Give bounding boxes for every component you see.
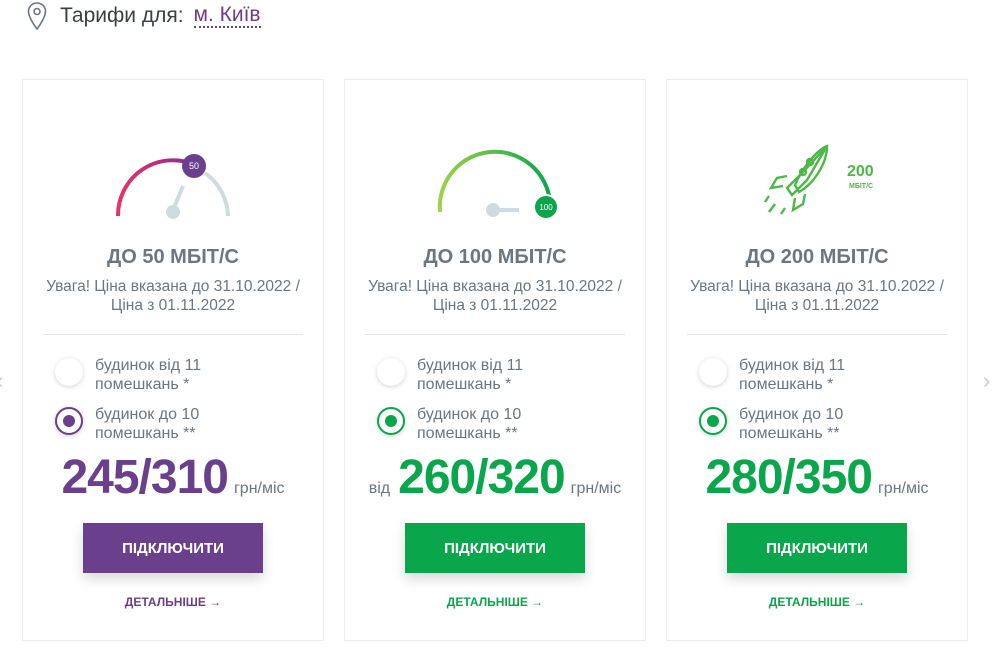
speedometer-100-icon: 100 <box>437 149 559 220</box>
plan-title: ДО 50 МБІТ/С <box>107 246 239 268</box>
price: 245/310 грн/міс <box>23 450 323 505</box>
divider <box>687 334 947 335</box>
price-from: від <box>368 480 391 497</box>
plan-icon: 100 <box>345 140 645 230</box>
prev-arrow[interactable]: ‹ <box>0 368 3 394</box>
radio-label: будинок від 11 помешкань * <box>739 357 846 393</box>
connect-button[interactable]: ПІДКЛЮЧИТИ <box>83 523 263 573</box>
radio-button[interactable] <box>55 407 83 435</box>
city-link[interactable]: м. Київ <box>193 3 261 28</box>
details-link[interactable]: ДЕТАЛЬНІШЕ → <box>124 595 222 609</box>
building-type-radio[interactable]: будинок до 10 помешкань ** <box>55 405 225 443</box>
svg-text:100: 100 <box>539 203 553 212</box>
building-type-radio[interactable]: будинок до 10 помешкань ** <box>377 405 547 443</box>
radio-label: будинок від 11 помешкань * <box>95 357 202 393</box>
price-note: Увага! Ціна вказана до 31.10.2022 / Ціна… <box>46 278 300 314</box>
radio-button[interactable] <box>699 358 727 386</box>
details-link[interactable]: ДЕТАЛЬНІШЕ → <box>768 595 866 609</box>
radio-label: будинок до 10 помешкань ** <box>95 406 200 442</box>
details-link[interactable]: ДЕТАЛЬНІШЕ → <box>446 595 544 609</box>
plan-icon: 50 <box>23 140 323 230</box>
connect-button[interactable]: ПІДКЛЮЧИТИ <box>405 523 585 573</box>
divider <box>365 334 625 335</box>
plan-icon: 200 МБІТ/С <box>667 140 967 230</box>
price-note: Увага! Ціна вказана до 31.10.2022 / Ціна… <box>368 278 622 314</box>
location-label: Тарифи для: <box>60 4 184 27</box>
svg-text:МБІТ/С: МБІТ/С <box>849 183 873 190</box>
price-value: 260/320 <box>398 451 566 504</box>
price-unit: грн/міс <box>570 480 622 497</box>
radio-button[interactable] <box>699 407 727 435</box>
radio-button[interactable] <box>377 358 405 386</box>
price-unit: грн/міс <box>233 480 285 497</box>
svg-text:50: 50 <box>189 161 199 171</box>
plan-card: 200 МБІТ/С ДО 200 МБІТ/С Увага! Ціна вказ… <box>666 79 968 641</box>
radio-label: будинок до 10 помешкань ** <box>739 406 844 442</box>
svg-text:200: 200 <box>847 163 874 180</box>
plan-card: 50 ДО 50 МБІТ/С Увага! Ціна вказана до 3… <box>22 79 324 641</box>
building-type-radio[interactable]: будинок від 11 помешкань * <box>699 356 869 394</box>
building-type-radio[interactable]: будинок до 10 помешкань ** <box>699 405 869 443</box>
price-value: 245/310 <box>61 451 229 504</box>
plan-title: ДО 200 МБІТ/С <box>745 246 889 268</box>
next-arrow[interactable]: › <box>983 368 991 393</box>
price-value: 280/350 <box>705 451 873 504</box>
price-unit: грн/міс <box>877 480 929 497</box>
radio-label: будинок від 11 помешкань * <box>417 357 524 393</box>
divider <box>43 334 303 335</box>
plan-title: ДО 100 МБІТ/С <box>423 246 567 268</box>
radio-label: будинок до 10 помешкань ** <box>417 406 522 442</box>
building-type-radio[interactable]: будинок від 11 помешкань * <box>55 356 225 394</box>
plan-card: 100 ДО 100 МБІТ/С Увага! Ціна вказана до… <box>344 79 646 641</box>
price: 280/350 грн/міс <box>667 450 967 505</box>
rocket-200-icon: 200 МБІТ/С <box>764 144 874 215</box>
speedometer-50-icon: 50 <box>115 154 230 219</box>
price: від 260/320 грн/міс <box>345 450 645 505</box>
map-pin-icon <box>27 2 47 31</box>
building-type-radio[interactable]: будинок від 11 помешкань * <box>377 356 547 394</box>
radio-button[interactable] <box>377 407 405 435</box>
location-selector: Тарифи для: м. Київ <box>26 0 261 32</box>
connect-button[interactable]: ПІДКЛЮЧИТИ <box>727 523 907 573</box>
radio-button[interactable] <box>55 358 83 386</box>
price-note: Увага! Ціна вказана до 31.10.2022 / Ціна… <box>690 278 944 314</box>
